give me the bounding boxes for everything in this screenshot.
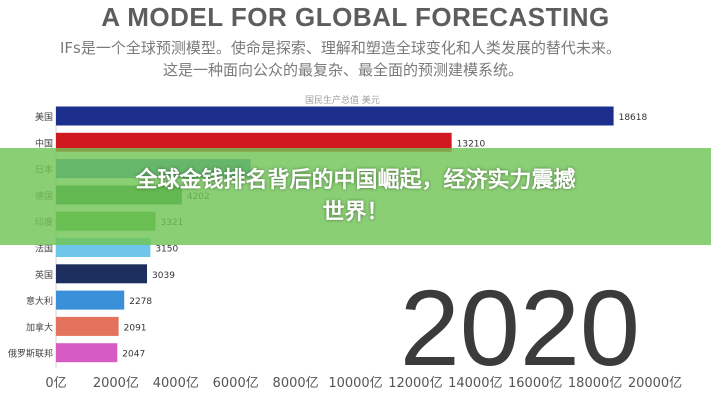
chart-title: A MODEL FOR GLOBAL FORECASTING [101,2,610,32]
x-tick-label-9: 18000亿 [568,376,622,391]
x-tick-label-8: 16000亿 [508,376,562,391]
bar-6 [56,264,148,284]
year-label: 2020 [400,267,640,388]
headline-line-2: 世界！ [322,200,389,225]
value-label-7: 2278 [129,297,152,307]
bar-1 [56,132,452,152]
x-tick-label-2: 4000亿 [153,376,199,391]
value-label-0: 18618 [619,113,648,123]
x-tick-label-10: 20000亿 [628,376,682,391]
chart-subtitle-line-1: IFs是一个全球预测模型。使命是探索、理解和塑造全球变化和人类发展的替代未来。 [60,39,621,57]
value-label-9: 2047 [122,350,145,360]
value-label-5: 3150 [155,245,178,255]
headline-banner: 全球金钱排名背后的中国崛起，经济实力震撼 世界！ [0,148,711,245]
category-label-0: 美国 [35,111,53,123]
headline-text: 全球金钱排名背后的中国崛起，经济实力震撼 世界！ [0,165,711,229]
chart-subtitle-line-2: 这是一种面向公众的最复杂、最全面的预测建模系统。 [163,61,524,79]
category-label-9: 俄罗斯联邦 [8,348,53,360]
bar-8 [56,316,119,336]
x-tick-label-6: 12000亿 [388,376,442,391]
value-label-1: 13210 [457,139,486,149]
bar-0 [56,106,614,126]
x-tick-label-5: 10000亿 [328,376,382,391]
unit-label: 国民生产总值 美元 [305,96,380,106]
value-label-8: 2091 [124,323,147,333]
category-label-5: 法国 [35,243,53,255]
category-label-6: 英国 [35,269,53,281]
category-label-1: 中国 [35,137,53,149]
x-tick-label-4: 8000亿 [273,376,319,391]
category-label-8: 加拿大 [26,321,53,333]
x-tick-label-7: 14000亿 [448,376,502,391]
category-label-7: 意大利 [26,295,53,307]
x-tick-label-1: 2000亿 [93,376,139,391]
bar-7 [56,290,125,310]
x-tick-label-0: 0亿 [45,376,66,391]
bar-9 [56,343,118,363]
x-tick-label-3: 6000亿 [213,376,259,391]
value-label-6: 3039 [152,271,175,281]
headline-line-1: 全球金钱排名背后的中国崛起，经济实力震撼 [135,168,576,193]
